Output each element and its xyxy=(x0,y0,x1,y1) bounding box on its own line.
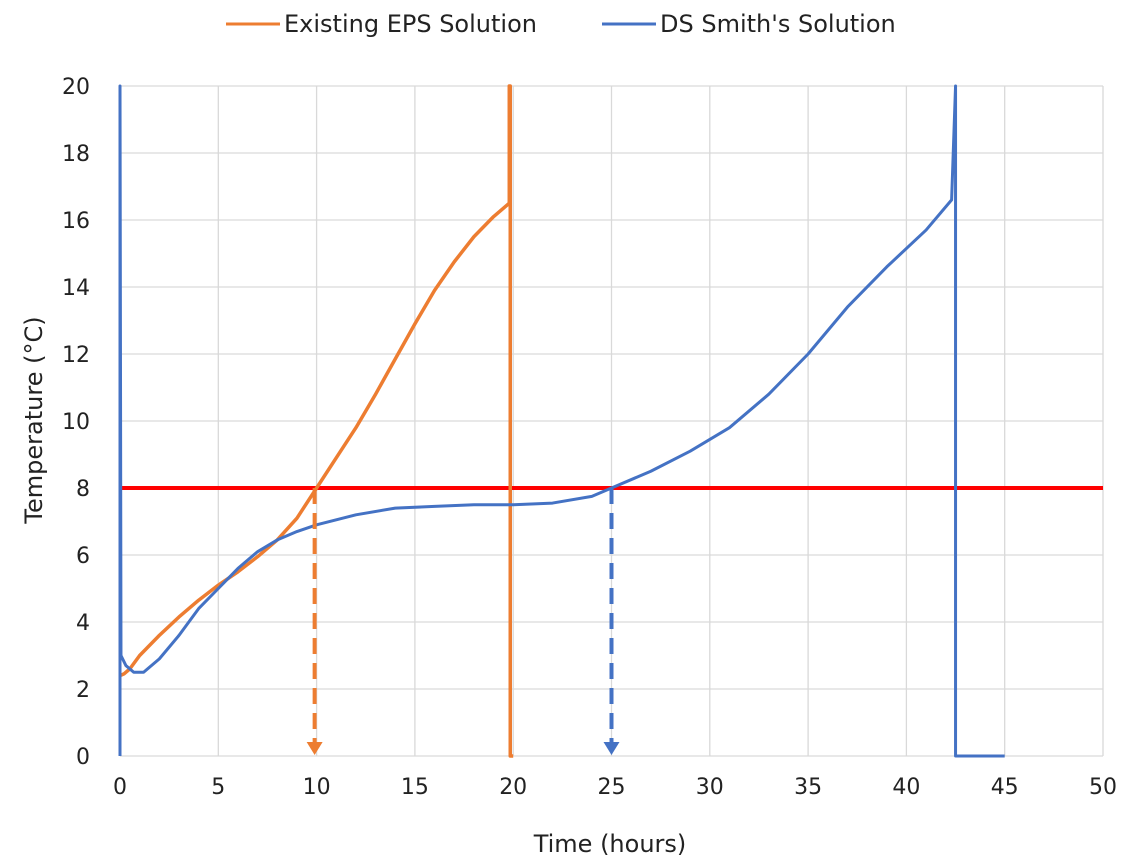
x-tick-label: 5 xyxy=(211,775,225,800)
series-line-existing-eps xyxy=(119,84,514,758)
arrowhead-eps xyxy=(306,742,323,755)
y-tick-label: 4 xyxy=(76,611,90,636)
x-axis-ticks: 0 5 10 15 20 25 30 35 40 45 50 xyxy=(113,775,1117,800)
x-tick-label: 35 xyxy=(794,775,822,800)
x-tick-label: 15 xyxy=(401,775,429,800)
y-tick-label: 16 xyxy=(62,209,90,234)
arrowhead-ds-smith xyxy=(603,742,620,755)
y-tick-label: 20 xyxy=(62,75,90,100)
y-tick-label: 0 xyxy=(76,745,90,770)
y-tick-label: 2 xyxy=(76,678,90,703)
x-tick-label: 30 xyxy=(696,775,724,800)
x-tick-label: 20 xyxy=(499,775,527,800)
y-tick-label: 10 xyxy=(62,410,90,435)
x-tick-label: 40 xyxy=(892,775,920,800)
y-tick-label: 8 xyxy=(76,477,90,502)
series-layer xyxy=(118,84,1005,758)
series-line-ds-smith xyxy=(118,84,1005,758)
x-tick-label: 10 xyxy=(303,775,331,800)
y-tick-label: 18 xyxy=(62,142,90,167)
x-tick-label: 45 xyxy=(991,775,1019,800)
y-tick-label: 6 xyxy=(76,544,90,569)
y-axis-title: Temperature (°C) xyxy=(20,316,48,524)
y-tick-label: 14 xyxy=(62,276,90,301)
legend-label-eps: Existing EPS Solution xyxy=(284,10,537,38)
legend-label-dssmith: DS Smith's Solution xyxy=(660,10,896,38)
y-tick-label: 12 xyxy=(62,343,90,368)
x-tick-label: 50 xyxy=(1089,775,1117,800)
annotation-layer xyxy=(306,488,620,755)
x-axis-title: Time (hours) xyxy=(533,830,687,858)
y-axis-ticks: 0 2 4 6 8 10 12 14 16 18 20 xyxy=(62,75,90,770)
x-tick-label: 25 xyxy=(598,775,626,800)
legend: Existing EPS Solution DS Smith's Solutio… xyxy=(226,10,896,38)
x-tick-label: 0 xyxy=(113,775,127,800)
